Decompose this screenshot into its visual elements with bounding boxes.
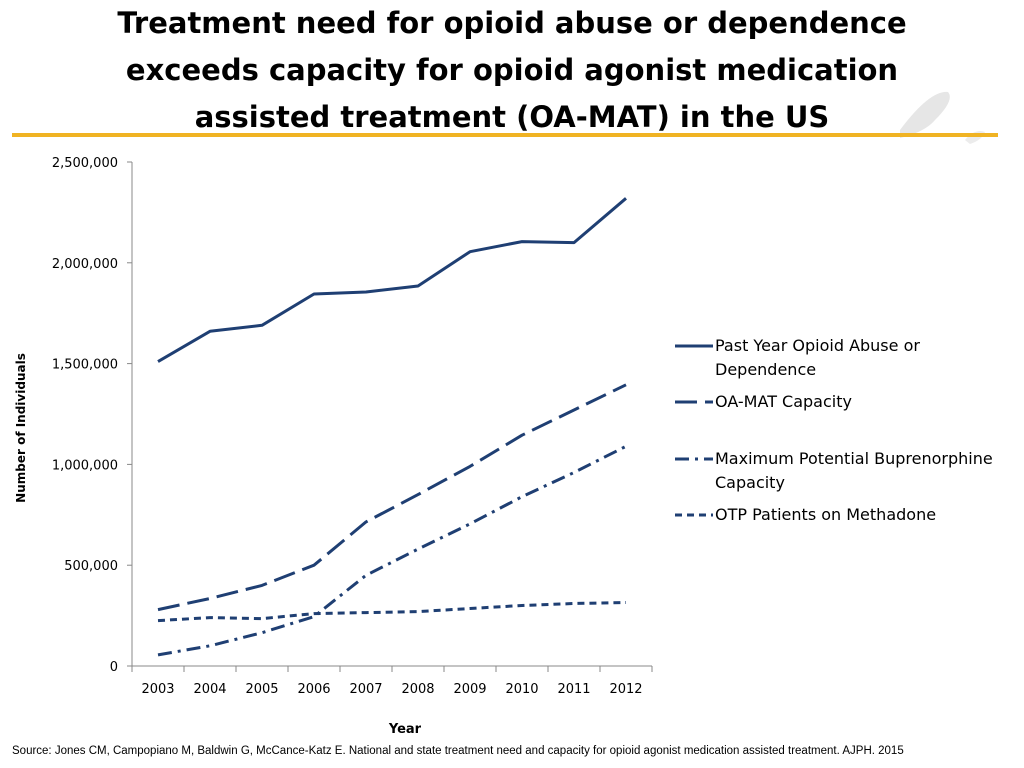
series-line-maximum-potential-buprenorphine-capacity (157, 444, 627, 657)
title-underline (12, 133, 998, 137)
y-tick-label: 2,000,000 (52, 257, 118, 272)
legend-label-past-year-line-2: Dependence (715, 360, 817, 379)
legend-swatch-solid (675, 344, 713, 348)
legend-swatch-dash (675, 513, 713, 517)
legend-label-buprenorphine-line-1: Maximum Potential Buprenorphine (715, 449, 993, 468)
title-line-2: exceeds capacity for opioid agonist medi… (125, 53, 899, 87)
y-tick-label: 2,500,000 (52, 156, 118, 171)
legend-label-past-year: Past Year Opioid Abuse or Dependence (715, 334, 1015, 382)
x-tick-label: 2012 (609, 682, 642, 697)
x-tick-label: 2004 (193, 682, 226, 697)
x-axis-label: Year (388, 722, 422, 737)
series-line-oa-mat-capacity (157, 383, 627, 612)
x-tick-label: 2006 (297, 682, 330, 697)
legend-swatch-longdash (675, 400, 713, 404)
x-tick-label: 2005 (245, 682, 278, 697)
watermark-shape-1 (900, 91, 950, 138)
series-line-otp-patients-on-methadone (157, 601, 627, 623)
y-tick-label: 1,500,000 (52, 358, 118, 373)
x-tick-label: 2011 (557, 682, 590, 697)
y-tick-label: 1,000,000 (52, 458, 118, 473)
legend-label-past-year-line-1: Past Year Opioid Abuse or (715, 336, 920, 355)
slide-title: Treatment need for opioid abuse or depen… (0, 0, 1024, 141)
legend-swatch-dashdot (675, 457, 713, 461)
legend-label-methadone: OTP Patients on Methadone (715, 505, 937, 524)
x-tick-label: 2010 (505, 682, 538, 697)
series-line-past-year-opioid-abuse-or-dependence (157, 197, 627, 363)
chart-series-layer (157, 197, 627, 657)
source-citation: Source: Jones CM, Campopiano M, Baldwin … (12, 745, 904, 757)
y-tick-label: 500,000 (64, 559, 118, 574)
title-line-1: Treatment need for opioid abuse or depen… (117, 6, 907, 40)
legend-label-buprenorphine: Maximum Potential Buprenorphine Capacity (715, 447, 1015, 495)
y-axis-label: Number of Individuals (14, 353, 28, 503)
legend-label-oa-mat: OA-MAT Capacity (715, 392, 852, 411)
y-tick-label: 0 (110, 660, 118, 675)
title-line-3: assisted treatment (OA-MAT) in the US (194, 100, 830, 134)
x-tick-label: 2007 (349, 682, 382, 697)
x-tick-label: 2003 (141, 682, 174, 697)
x-tick-label: 2009 (453, 682, 486, 697)
chart-axes: 0 500,000 1,000,000 1,500,000 2,000,000 2,500… (52, 156, 653, 697)
x-tick-label: 2008 (401, 682, 434, 697)
legend-label-buprenorphine-line-2: Capacity (715, 473, 785, 492)
